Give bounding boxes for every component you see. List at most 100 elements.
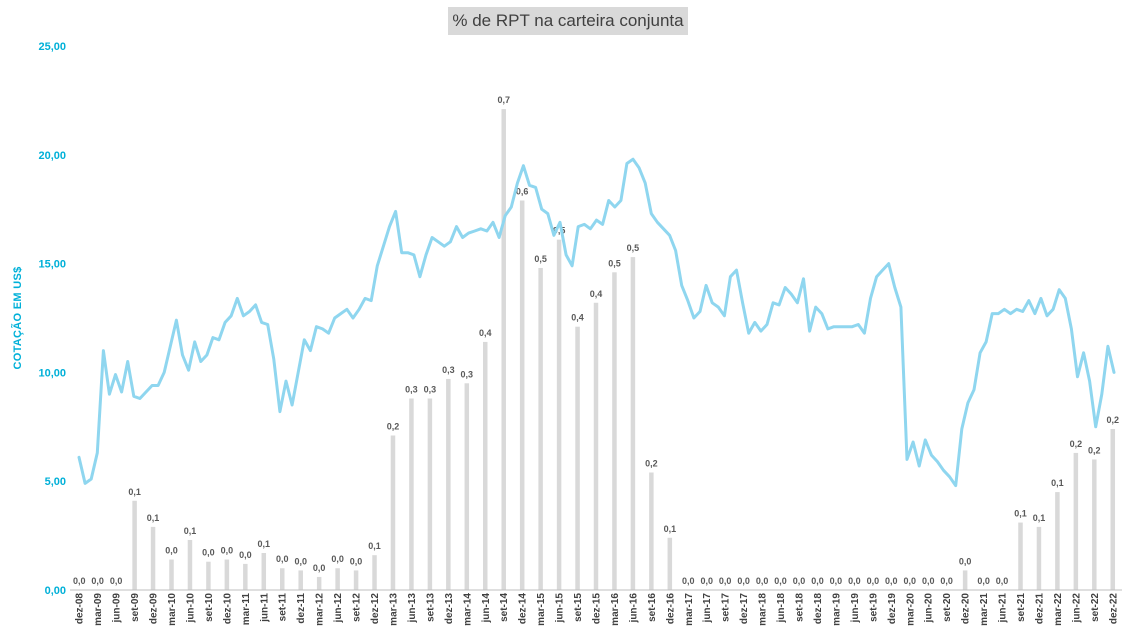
x-tick-label: set-11 xyxy=(278,593,289,622)
bar-data-label: 0,3 xyxy=(461,369,474,379)
bar xyxy=(593,302,599,590)
bar-data-label: 0,0 xyxy=(756,576,769,586)
x-tick-label: set-22 xyxy=(1090,593,1101,622)
bar-data-label: 0,5 xyxy=(627,243,640,253)
x-tick-label: jun-12 xyxy=(333,593,344,624)
bar-data-label: 0,0 xyxy=(350,556,363,566)
x-tick-label: jun-10 xyxy=(185,593,196,624)
bar-data-label: 0,0 xyxy=(811,576,824,586)
x-tick-label: mar-19 xyxy=(831,593,842,626)
x-tick-label: dez-20 xyxy=(961,593,972,625)
bar xyxy=(962,570,968,590)
bar-data-label: 0,0 xyxy=(331,554,344,564)
bar-data-label: 0,0 xyxy=(682,576,695,586)
price-line xyxy=(77,157,1116,488)
bar-data-label: 0,2 xyxy=(387,422,400,432)
bar xyxy=(335,568,340,590)
y-tick-label: 0,00 xyxy=(45,585,66,597)
x-tick-label: dez-19 xyxy=(887,593,898,625)
y-tick-label: 15,00 xyxy=(38,259,66,271)
x-tick-label: mar-10 xyxy=(167,593,178,626)
y-axis-ticks: 0,00 5,00 10,00 15,00 20,00 25,00 xyxy=(38,41,66,597)
bar xyxy=(1092,459,1097,590)
bar-data-label: 0,0 xyxy=(73,576,86,586)
x-tick-label: dez-22 xyxy=(1108,593,1119,625)
bar-data-label: 0,5 xyxy=(534,254,547,264)
x-tick-label: set-15 xyxy=(573,593,584,622)
bar xyxy=(243,563,248,590)
x-tick-label: jun-16 xyxy=(628,593,639,624)
bar xyxy=(575,326,580,590)
bar xyxy=(298,570,303,590)
bar-data-label: 0,3 xyxy=(424,385,437,395)
bar xyxy=(353,570,359,590)
bar-data-label: 0,1 xyxy=(184,526,197,536)
bar xyxy=(538,267,543,590)
bar-data-label: 0,0 xyxy=(276,554,289,564)
x-tick-label: mar-14 xyxy=(462,593,473,626)
x-tick-label: mar-20 xyxy=(905,593,916,626)
bar-data-label: 0,0 xyxy=(793,576,806,586)
bar xyxy=(169,559,174,590)
x-tick-label: dez-09 xyxy=(149,593,160,625)
bar-data-label: 0,0 xyxy=(922,576,935,586)
y-tick-label: 10,00 xyxy=(38,367,66,379)
x-tick-label: jun-17 xyxy=(702,593,713,624)
x-tick-label: dez-21 xyxy=(1034,593,1045,625)
y-tick-label: 25,00 xyxy=(38,41,66,53)
bar-data-label: 0,0 xyxy=(903,576,916,586)
bar-data-label: 0,3 xyxy=(405,385,418,395)
bar xyxy=(1018,522,1023,590)
x-tick-label: jun-18 xyxy=(776,593,787,624)
bar-data-label: 0,4 xyxy=(571,313,584,323)
bar xyxy=(409,398,414,590)
bar xyxy=(501,109,506,590)
x-tick-label: mar-11 xyxy=(241,593,252,626)
bar-data-label: 0,1 xyxy=(147,513,160,523)
bar xyxy=(612,272,617,590)
bar-data-label: 0,1 xyxy=(1051,478,1064,488)
chart-title-box: % de RPT na carteira conjunta xyxy=(448,7,688,35)
bar-data-label: 0,0 xyxy=(830,576,843,586)
x-axis-ticks: dez-08 mar-09 jun-09 set-09 dez-09 mar-10 jun-… xyxy=(75,593,1120,626)
bar xyxy=(556,239,562,590)
bar-data-label: 0,0 xyxy=(719,576,732,586)
bar-data-label: 0,0 xyxy=(848,576,861,586)
x-tick-label: dez-11 xyxy=(296,593,307,624)
bar-data-label: 0,0 xyxy=(885,576,898,586)
bar xyxy=(150,526,156,590)
x-tick-label: set-09 xyxy=(130,593,141,622)
x-tick-label: dez-08 xyxy=(75,593,86,625)
bar xyxy=(519,200,525,590)
bar xyxy=(1036,526,1042,590)
bar-data-label: 0,0 xyxy=(737,576,750,586)
x-tick-label: jun-15 xyxy=(555,593,566,624)
bar-data-label: 0,0 xyxy=(202,548,215,558)
bar-data-label: 0,5 xyxy=(608,258,621,268)
bar-data-label: 0,1 xyxy=(1033,513,1046,523)
bar xyxy=(446,378,451,590)
bar xyxy=(132,500,137,590)
x-tick-label: jun-09 xyxy=(112,593,123,624)
x-tick-label: mar-09 xyxy=(93,593,104,626)
bar-data-label: 0,0 xyxy=(239,550,252,560)
bar-data-label: 0,0 xyxy=(977,576,990,586)
x-tick-label: dez-15 xyxy=(592,593,603,625)
bar xyxy=(206,561,211,590)
bar xyxy=(649,472,654,590)
x-tick-label: set-12 xyxy=(352,593,363,622)
bar-series xyxy=(132,109,1116,590)
y-axis-label: COTAÇÃO EM US$ xyxy=(12,266,24,370)
bar-data-label: 0,0 xyxy=(959,556,972,566)
bar xyxy=(279,568,285,590)
bar-data-label: 0,0 xyxy=(867,576,880,586)
x-tick-label: mar-13 xyxy=(388,593,399,626)
bar xyxy=(483,341,488,590)
bar-data-label: 0,2 xyxy=(1088,445,1101,455)
bar xyxy=(261,553,267,590)
x-tick-label: set-13 xyxy=(425,593,436,622)
bar xyxy=(224,559,230,590)
x-tick-label: dez-13 xyxy=(444,593,455,625)
x-tick-label: jun-20 xyxy=(924,593,935,624)
bar-data-label: 0,0 xyxy=(700,576,713,586)
